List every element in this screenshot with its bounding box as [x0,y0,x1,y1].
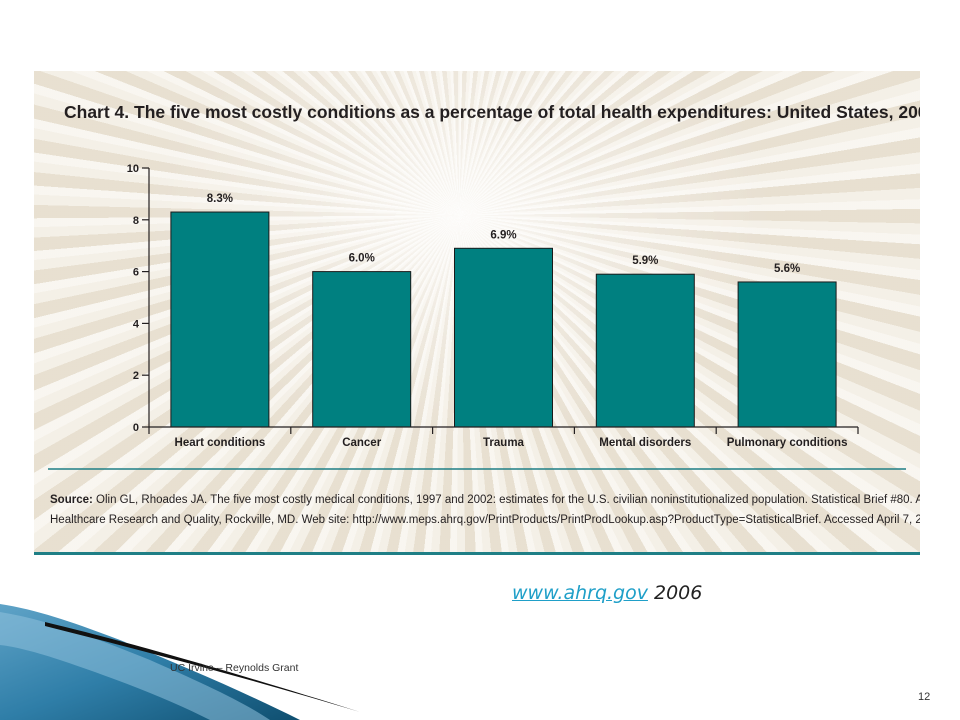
bar [312,271,412,428]
data-label: 6.0% [349,253,375,265]
bar [170,211,270,428]
data-label: 5.9% [632,255,658,267]
citation-year: 2006 [647,582,703,604]
ahrq-link[interactable]: www.ahrq.gov [512,582,648,604]
footer-text: UC Irvine – Reynolds Grant [170,662,299,674]
y-tick-label: 10 [127,163,139,175]
source-text-1: Olin GL, Rhoades JA. The five most costl… [96,494,920,506]
category-label: Mental disorders [599,437,691,449]
data-label: 5.6% [774,263,800,275]
bar [595,273,695,428]
citation: www.ahrq.gov 2006 [512,582,702,604]
category-label: Pulmonary conditions [727,437,848,449]
category-label: Heart conditions [175,437,266,449]
swoosh-light-band [0,612,270,720]
bar [737,281,837,428]
swoosh-dark-stroke [45,622,360,712]
x-axis: Heart conditions Cancer Trauma Mental disor… [148,426,859,449]
page-number: 12 [918,691,931,703]
data-label: 6.9% [490,229,516,241]
bar-chart: Chart 4. The five most costly conditions… [48,102,920,526]
source-line-2: Healthcare Research and Quality, Rockvil… [50,514,920,526]
category-label: Trauma [483,437,525,449]
y-tick-label: 4 [133,318,140,330]
y-tick-label: 2 [133,370,139,382]
y-tick-label: 6 [133,267,139,279]
bar [454,247,553,428]
chart-panel: Chart 4. The five most costly conditions… [34,71,920,555]
source-line-1: Source: Olin GL, Rhoades JA. The five mo… [50,494,920,506]
bars: 8.3% 6.0% 6.9% 5.9% 5.6% [170,193,837,428]
source-label: Source: [50,494,93,506]
y-tick-label: 0 [133,422,139,434]
y-tick-label: 8 [133,215,139,227]
chart-title: Chart 4. The five most costly conditions… [64,102,920,122]
category-label: Cancer [342,437,382,449]
data-label: 8.3% [207,193,233,205]
y-axis: 0 2 4 6 8 10 [127,163,150,434]
